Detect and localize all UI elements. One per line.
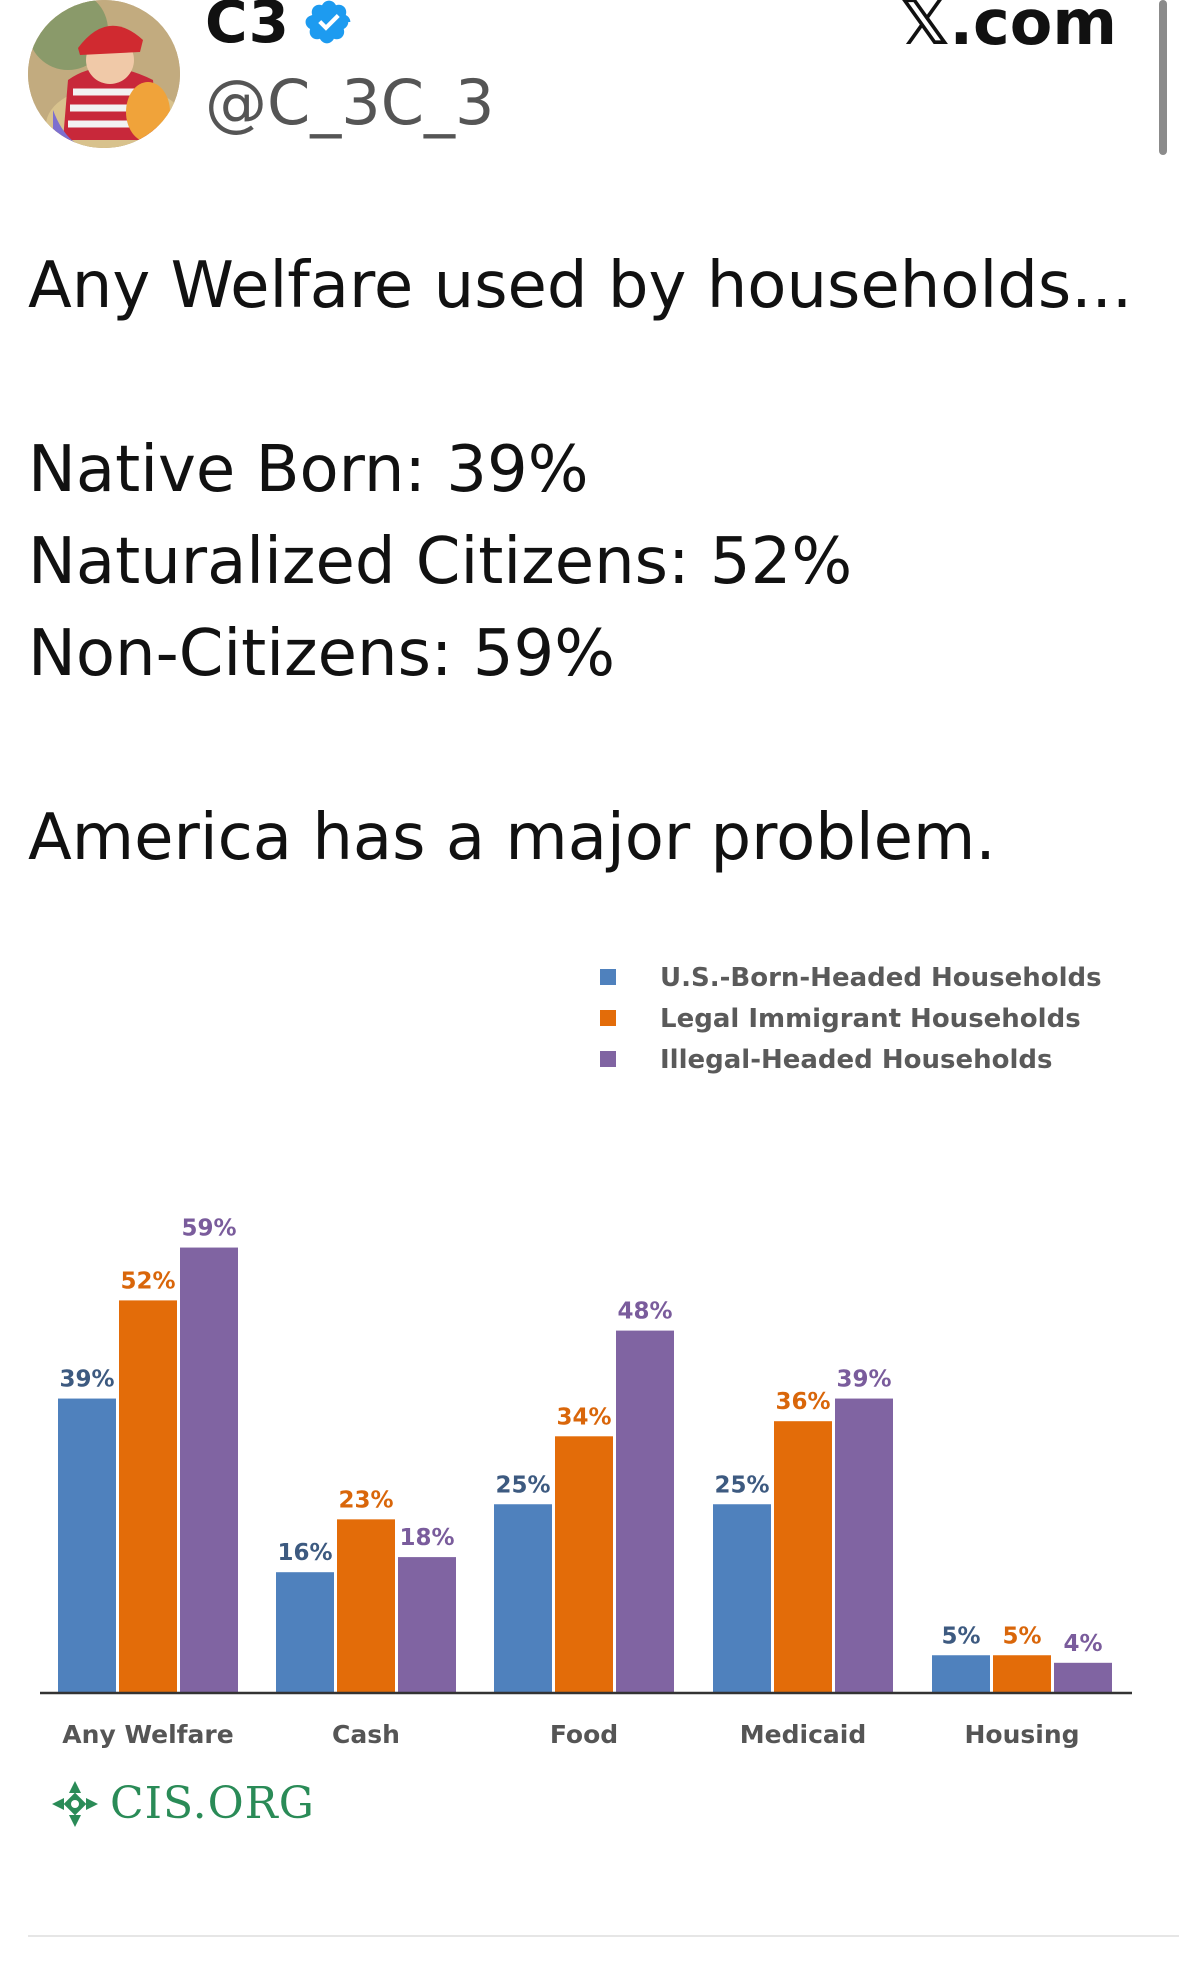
- logo-text: CIS.ORG: [110, 1778, 315, 1829]
- paragraph-gap: [28, 700, 1148, 792]
- tweet-line: Any Welfare used by households...: [28, 249, 1133, 323]
- category-label: Cash: [332, 1720, 400, 1749]
- legend-label: Legal Immigrant Households: [660, 1004, 1081, 1034]
- tweet-text: Any Welfare used by households... Native …: [28, 240, 1148, 884]
- legend-label: Illegal-Headed Households: [660, 1045, 1052, 1075]
- bar: [276, 1572, 334, 1693]
- scrollbar[interactable]: [1159, 0, 1167, 155]
- bar: [180, 1247, 238, 1693]
- data-label: 5%: [941, 1623, 980, 1649]
- bar: [835, 1398, 893, 1693]
- data-label: 39%: [59, 1367, 114, 1393]
- legend-swatch: [600, 1051, 616, 1067]
- avatar-image: [28, 0, 180, 148]
- bar: [337, 1519, 395, 1693]
- bar: [555, 1436, 613, 1693]
- category-label: Housing: [964, 1720, 1079, 1749]
- data-label: 34%: [556, 1404, 611, 1430]
- tweet-line: Naturalized Citizens: 52%: [28, 525, 853, 599]
- source-logo: CIS.ORG: [50, 1778, 315, 1829]
- category-label: Any Welfare: [62, 1720, 233, 1749]
- data-label: 25%: [714, 1472, 769, 1498]
- bar: [58, 1398, 116, 1693]
- avatar[interactable]: [28, 0, 180, 148]
- paragraph-gap: [28, 332, 1148, 424]
- category-label: Food: [550, 1720, 618, 1749]
- data-label: 18%: [399, 1525, 454, 1551]
- bar: [494, 1504, 552, 1693]
- data-label: 25%: [495, 1472, 550, 1498]
- display-name[interactable]: C3: [205, 0, 290, 56]
- data-label: 36%: [775, 1389, 830, 1415]
- bar: [774, 1421, 832, 1693]
- author-handle[interactable]: @C_3C_3: [205, 66, 495, 139]
- bar-chart: U.S.-Born-Headed Households Legal Immigra…: [0, 935, 1179, 1855]
- tweet-line: America has a major problem.: [28, 801, 996, 875]
- data-label: 39%: [836, 1367, 891, 1393]
- legend-swatch: [600, 1010, 616, 1026]
- bar: [993, 1655, 1051, 1693]
- cis-logo-icon: [52, 1780, 98, 1827]
- data-label: 16%: [277, 1540, 332, 1566]
- legend-swatch: [600, 969, 616, 985]
- data-label: 52%: [120, 1268, 175, 1294]
- author-name-row: C3: [205, 0, 354, 56]
- category-label: Medicaid: [740, 1720, 866, 1749]
- chart-svg: U.S.-Born-Headed Households Legal Immigra…: [40, 963, 1132, 1749]
- data-label: 4%: [1063, 1631, 1102, 1657]
- data-label: 59%: [181, 1216, 236, 1242]
- legend-label: U.S.-Born-Headed Households: [660, 963, 1102, 993]
- data-label: 23%: [338, 1487, 393, 1513]
- site-label: 𝕏.com: [899, 0, 1117, 59]
- data-label: 5%: [1002, 1623, 1041, 1649]
- tweet-line: Non-Citizens: 59%: [28, 617, 616, 691]
- bar: [398, 1557, 456, 1693]
- tweet-line: Native Born: 39%: [28, 433, 589, 507]
- bar: [932, 1655, 990, 1693]
- bar: [1054, 1662, 1112, 1693]
- divider: [28, 1935, 1179, 1937]
- data-label: 48%: [617, 1299, 672, 1325]
- verified-badge-icon: [305, 0, 351, 44]
- bar: [119, 1300, 177, 1693]
- bar: [713, 1504, 771, 1693]
- bar: [616, 1330, 674, 1693]
